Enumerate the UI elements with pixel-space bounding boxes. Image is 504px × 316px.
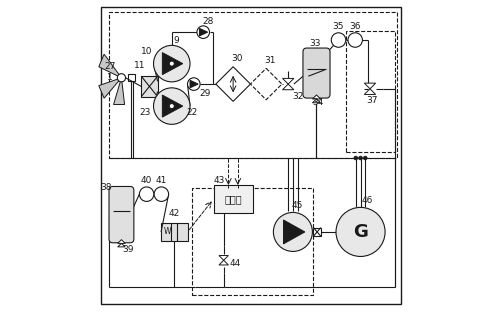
Polygon shape: [190, 80, 198, 88]
Polygon shape: [250, 68, 282, 100]
Text: 9: 9: [173, 36, 179, 46]
Text: 控制器: 控制器: [224, 194, 242, 204]
Bar: [141, 76, 158, 97]
Text: 46: 46: [361, 196, 372, 205]
Text: 43: 43: [213, 175, 225, 185]
Circle shape: [331, 33, 346, 47]
Bar: [109, 12, 397, 158]
Text: 33: 33: [309, 40, 321, 48]
Polygon shape: [99, 78, 121, 98]
Circle shape: [154, 187, 169, 201]
Polygon shape: [216, 67, 250, 101]
Polygon shape: [283, 78, 294, 84]
Bar: [161, 223, 187, 241]
Text: 35: 35: [333, 22, 344, 31]
Text: G: G: [353, 223, 368, 241]
Circle shape: [169, 104, 174, 109]
Text: 38: 38: [100, 183, 111, 191]
Circle shape: [273, 212, 312, 252]
Polygon shape: [283, 84, 294, 90]
Polygon shape: [117, 240, 125, 243]
Text: 1: 1: [107, 73, 113, 82]
Polygon shape: [219, 256, 228, 260]
Text: 27: 27: [104, 62, 115, 71]
Circle shape: [354, 156, 358, 160]
Circle shape: [197, 26, 210, 39]
Text: 11: 11: [134, 61, 146, 70]
Polygon shape: [219, 260, 228, 265]
Circle shape: [187, 78, 200, 90]
Bar: [346, 31, 395, 152]
Polygon shape: [283, 220, 305, 244]
Text: 42: 42: [169, 209, 180, 217]
Polygon shape: [312, 95, 321, 99]
Text: 23: 23: [139, 108, 151, 117]
Bar: [192, 188, 313, 295]
Circle shape: [169, 61, 174, 66]
Text: 36: 36: [349, 22, 361, 31]
Polygon shape: [117, 243, 125, 247]
Text: 10: 10: [141, 46, 152, 56]
Circle shape: [348, 33, 362, 47]
Circle shape: [154, 46, 190, 82]
Polygon shape: [312, 99, 321, 103]
Circle shape: [363, 156, 367, 160]
Text: 29: 29: [199, 89, 211, 98]
Text: W: W: [163, 228, 171, 236]
Polygon shape: [162, 52, 183, 75]
Polygon shape: [113, 78, 124, 105]
Text: 28: 28: [202, 17, 214, 26]
Bar: [214, 185, 253, 213]
Circle shape: [154, 88, 190, 124]
Polygon shape: [364, 89, 375, 94]
Text: 39: 39: [122, 245, 134, 253]
Text: 30: 30: [231, 54, 242, 64]
Polygon shape: [364, 83, 375, 89]
Text: 45: 45: [292, 201, 303, 210]
Text: 44: 44: [230, 259, 241, 268]
Polygon shape: [99, 54, 121, 78]
Text: 41: 41: [156, 176, 167, 185]
Circle shape: [359, 156, 362, 160]
Circle shape: [117, 74, 125, 82]
Circle shape: [140, 187, 154, 201]
Circle shape: [336, 207, 385, 257]
Text: 40: 40: [141, 176, 152, 185]
Text: 32: 32: [292, 92, 303, 100]
Bar: [129, 74, 135, 81]
Polygon shape: [162, 95, 183, 117]
Text: 34: 34: [312, 98, 324, 107]
Text: 37: 37: [366, 96, 377, 105]
Text: 22: 22: [186, 108, 198, 117]
Bar: [313, 228, 321, 236]
Polygon shape: [200, 28, 208, 36]
Text: 31: 31: [264, 56, 276, 65]
FancyBboxPatch shape: [303, 48, 330, 98]
FancyBboxPatch shape: [109, 186, 134, 243]
